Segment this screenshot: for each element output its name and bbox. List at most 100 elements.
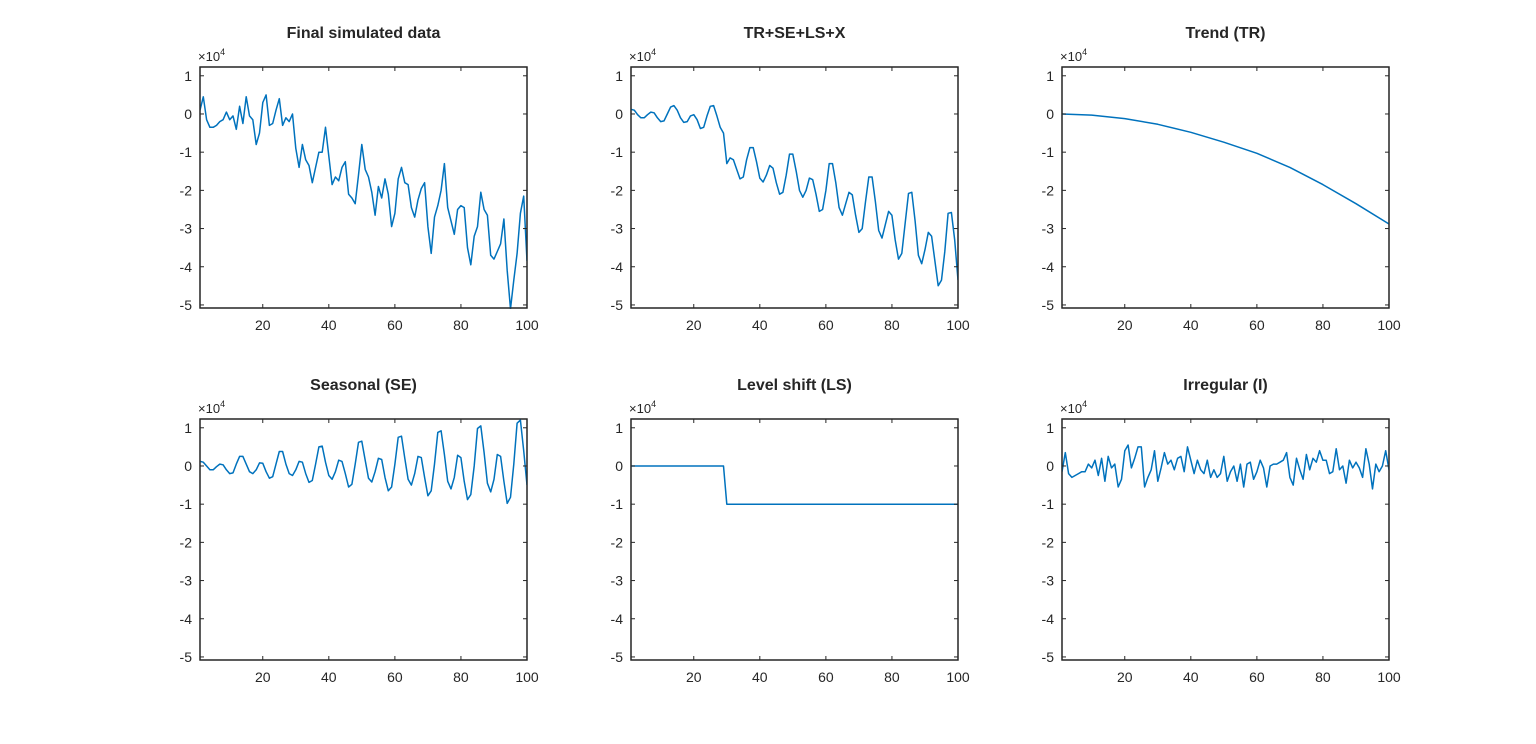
x-tick-label: 100 [946, 669, 970, 685]
y-tick-label: 0 [1046, 106, 1054, 122]
y-exponent-label: ×104 [198, 399, 225, 416]
plot-area [630, 66, 959, 309]
x-tick-label: 80 [1315, 669, 1331, 685]
subplot-irregular: Irregular (I) 20 40 60 80 100 1 0 -1 -2 -3 -4 -5 ×10… [1042, 377, 1401, 685]
y-tick-label: -3 [180, 221, 193, 237]
y-tick-label: 0 [615, 106, 623, 122]
y-exponent-label: ×104 [629, 399, 656, 416]
subplot-seasonal: Seasonal (SE) 20 40 60 80 100 1 0 -1 -2 -3 -4 -5 ×10… [180, 377, 539, 685]
x-tick-label: 80 [1315, 317, 1331, 333]
y-tick-label: -2 [611, 182, 624, 198]
x-tick-label: 60 [1249, 669, 1265, 685]
axes-border [630, 66, 959, 309]
y-tick-label: 0 [615, 458, 623, 474]
y-tick-label: -1 [180, 144, 193, 160]
y-tick-label: -4 [1042, 611, 1055, 627]
x-tick-label: 40 [1183, 669, 1199, 685]
x-tick-label: 20 [1117, 669, 1133, 685]
y-tick-label: 1 [1046, 420, 1054, 436]
data-line [631, 465, 958, 505]
y-exponent-label: ×104 [629, 47, 656, 64]
x-tick-label: 60 [387, 669, 403, 685]
y-tick-label: 1 [615, 68, 623, 84]
y-tick-label: -1 [1042, 496, 1055, 512]
axes-border [1061, 66, 1390, 309]
data-line [200, 419, 527, 505]
axes-border [199, 418, 528, 661]
subplot-title: Final simulated data [287, 25, 441, 42]
x-tick-label: 40 [752, 317, 768, 333]
x-tick-label: 20 [255, 669, 271, 685]
x-tick-label: 20 [1117, 317, 1133, 333]
data-line [1062, 113, 1389, 225]
plot-area [630, 418, 959, 661]
axes-border [199, 66, 528, 309]
x-tick-label: 80 [884, 669, 900, 685]
x-tick-label: 40 [321, 317, 337, 333]
x-tick-label: 40 [321, 669, 337, 685]
x-tick-label: 100 [1377, 669, 1401, 685]
x-tick-label: 40 [752, 669, 768, 685]
y-tick-label: -3 [611, 221, 624, 237]
data-line [631, 104, 958, 287]
y-tick-label: -2 [1042, 182, 1055, 198]
y-tick-label: 0 [184, 106, 192, 122]
y-tick-label: -5 [1042, 649, 1055, 665]
y-tick-label: 1 [615, 420, 623, 436]
y-tick-label: -1 [180, 496, 193, 512]
y-exponent-label: ×104 [1060, 47, 1087, 64]
y-tick-label: -1 [611, 496, 624, 512]
data-line [1062, 444, 1389, 490]
y-tick-label: -4 [180, 259, 193, 275]
y-tick-label: 1 [184, 68, 192, 84]
y-tick-label: -4 [611, 611, 624, 627]
subplot-trend: Trend (TR) 20 40 60 80 100 1 0 -1 -2 -3 -4 -5 ×104 [1042, 25, 1401, 333]
x-tick-label: 80 [453, 669, 469, 685]
subplot-title: Level shift (LS) [737, 377, 852, 394]
x-tick-label: 100 [1377, 317, 1401, 333]
y-tick-label: 0 [184, 458, 192, 474]
subplot-title: TR+SE+LS+X [744, 25, 846, 42]
plot-area [199, 66, 528, 309]
x-tick-label: 20 [686, 317, 702, 333]
y-tick-label: -2 [180, 182, 193, 198]
x-tick-label: 100 [515, 669, 539, 685]
subplot-title: Irregular (I) [1183, 377, 1267, 394]
y-tick-label: 1 [184, 420, 192, 436]
y-tick-label: -3 [180, 573, 193, 589]
subplot-title: Trend (TR) [1186, 25, 1266, 42]
x-tick-label: 100 [946, 317, 970, 333]
plot-area [199, 418, 528, 661]
y-tick-label: -1 [611, 144, 624, 160]
y-tick-label: -2 [611, 534, 624, 550]
axes-border [630, 418, 959, 661]
y-tick-label: 1 [1046, 68, 1054, 84]
y-tick-label: -3 [1042, 573, 1055, 589]
x-tick-label: 40 [1183, 317, 1199, 333]
x-tick-label: 80 [884, 317, 900, 333]
x-tick-label: 60 [818, 317, 834, 333]
y-tick-label: -5 [180, 297, 193, 313]
x-tick-label: 20 [686, 669, 702, 685]
y-tick-label: -2 [180, 534, 193, 550]
y-tick-label: -5 [180, 649, 193, 665]
subplot-tr-se-ls-x: TR+SE+LS+X 20 40 60 80 100 1 0 -1 -2 -3 -4 -5 ×104 [611, 25, 970, 333]
x-tick-label: 60 [387, 317, 403, 333]
y-tick-label: -4 [180, 611, 193, 627]
subplot-title: Seasonal (SE) [310, 377, 417, 394]
x-tick-label: 60 [1249, 317, 1265, 333]
y-tick-label: -5 [611, 649, 624, 665]
y-tick-label: -4 [1042, 259, 1055, 275]
subplot-final-simulated-data: Final simulated data 20 40 60 80 100 1 0 -1 -2 -3… [180, 25, 539, 333]
axes-border [1061, 418, 1390, 661]
x-tick-label: 80 [453, 317, 469, 333]
y-tick-label: -3 [611, 573, 624, 589]
y-tick-label: -2 [1042, 534, 1055, 550]
y-tick-label: -5 [611, 297, 624, 313]
y-tick-label: -5 [1042, 297, 1055, 313]
y-tick-label: -4 [611, 259, 624, 275]
x-tick-label: 60 [818, 669, 834, 685]
y-exponent-label: ×104 [1060, 399, 1087, 416]
x-tick-label: 20 [255, 317, 271, 333]
